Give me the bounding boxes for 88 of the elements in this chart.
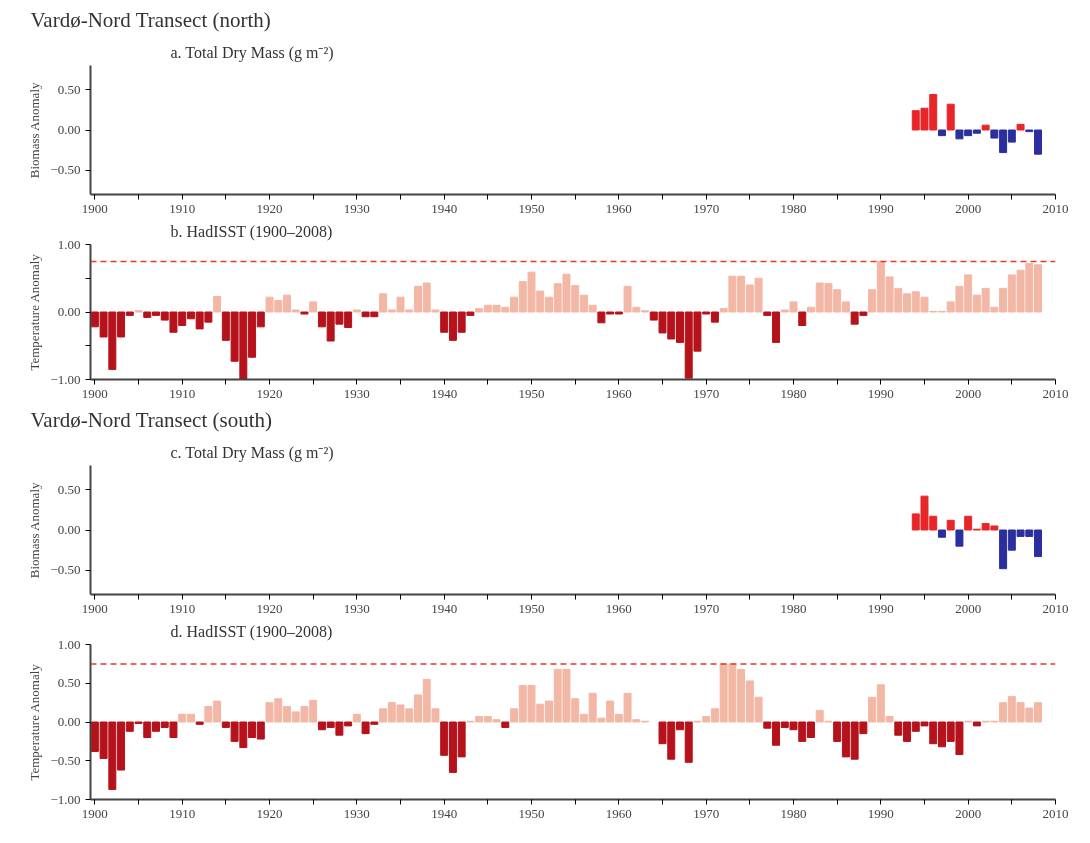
x-tick-label: 1980 [780,600,807,616]
y-tick-label: 1.00 [57,636,81,652]
x-tick-label: 1930 [343,200,370,216]
x-tick-label: 1990 [867,385,894,401]
x-tick-label: 2010 [1042,385,1069,401]
x-tick-label: 1930 [343,600,370,616]
bar [798,311,807,326]
x-tick-label: 1970 [693,200,720,216]
y-tick-label: 0.00 [57,304,81,319]
x-tick-label: 1920 [256,600,283,616]
bar [352,713,361,723]
x-tick-label: 1900 [81,600,108,616]
chart-subtitle: c. Total Dry Mass (g m⁻²) [170,443,334,462]
x-tick-label: 2010 [1042,805,1069,821]
x-tick-label: 1930 [343,805,370,821]
x-tick-label: 1990 [867,805,894,821]
x-tick-label: 1980 [780,385,807,401]
x-tick-label: 1970 [693,805,720,821]
bar [946,519,955,531]
x-tick-label: 1930 [343,385,370,401]
y-tick-label: −1.00 [50,791,81,807]
x-tick-label: 1980 [780,805,807,821]
y-axis-title: Biomass Anomaly [27,482,43,579]
y-tick-label: −1.00 [50,371,81,387]
x-tick-label: 1960 [605,805,632,821]
chart-title: Vardø-Nord Transect (north) [30,7,271,32]
bar [352,309,361,313]
x-tick-label: 1960 [605,200,632,216]
bar [981,124,990,131]
y-tick-label: −0.50 [50,162,81,178]
bar [937,529,946,538]
y-tick-label: −0.50 [50,562,81,578]
bar [300,311,309,315]
bar [972,721,981,727]
x-tick-label: 1900 [81,805,108,821]
bar [309,301,318,313]
y-tick-label: 0.50 [57,675,81,691]
x-tick-label: 1940 [431,385,458,401]
bar [501,721,510,728]
x-tick-label: 1970 [693,385,720,401]
y-axis-title: Temperature Anomaly [27,663,43,781]
bar [1016,123,1025,131]
x-tick-label: 1970 [693,600,720,616]
chart-title: d. HadISST (1900–2008) [170,622,333,641]
x-tick-label: 1950 [518,600,545,616]
y-axis-title: Biomass Anomaly [27,82,43,179]
y-tick-label: −0.50 [50,752,81,768]
bar [213,295,222,313]
x-tick-label: 1940 [431,805,458,821]
x-tick-label: 1950 [518,200,545,216]
x-tick-label: 1910 [169,385,196,401]
x-tick-label: 1960 [605,385,632,401]
x-tick-label: 1910 [169,600,196,616]
x-tick-label: 1910 [169,200,196,216]
bar [955,529,964,547]
y-tick-label: 0.00 [57,122,81,137]
chart-title: b. HadISST (1900–2008) [170,222,333,241]
chart-title: Vardø-Nord Transect (south) [30,407,272,432]
x-tick-label: 1900 [81,200,108,216]
y-tick-label: 0.50 [57,81,81,97]
bar [195,721,204,725]
x-tick-label: 2000 [955,805,982,821]
chart-subtitle: a. Total Dry Mass (g m⁻²) [170,43,334,62]
x-tick-label: 1950 [518,805,545,821]
y-tick-label: 1.00 [57,236,81,252]
x-tick-label: 1940 [431,600,458,616]
x-tick-label: 1920 [256,385,283,401]
x-tick-label: 1900 [81,385,108,401]
x-tick-label: 2010 [1042,200,1069,216]
x-tick-label: 1910 [169,805,196,821]
x-tick-label: 1990 [867,600,894,616]
y-tick-label: 0.00 [57,522,81,537]
y-tick-label: 0.00 [57,714,81,729]
x-tick-label: 2000 [955,600,982,616]
x-tick-label: 1960 [605,600,632,616]
x-tick-label: 1920 [256,200,283,216]
x-tick-label: 1950 [518,385,545,401]
x-tick-label: 1980 [780,200,807,216]
bar [946,103,955,131]
y-axis-title: Temperature Anomaly [27,253,43,371]
y-tick-label: 0.50 [57,481,81,497]
x-tick-label: 2010 [1042,600,1069,616]
x-tick-label: 1990 [867,200,894,216]
x-tick-label: 2000 [955,200,982,216]
x-tick-label: 1920 [256,805,283,821]
x-tick-label: 1940 [431,200,458,216]
bar [937,129,946,137]
x-tick-label: 2000 [955,385,982,401]
